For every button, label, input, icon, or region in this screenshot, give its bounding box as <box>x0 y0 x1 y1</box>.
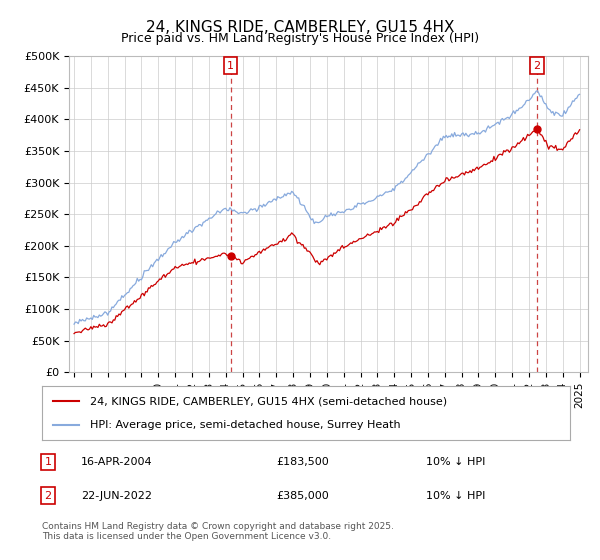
Text: 2: 2 <box>533 60 541 71</box>
Text: 16-APR-2004: 16-APR-2004 <box>81 457 152 467</box>
Text: 10% ↓ HPI: 10% ↓ HPI <box>426 491 485 501</box>
Text: 22-JUN-2022: 22-JUN-2022 <box>81 491 152 501</box>
Text: Price paid vs. HM Land Registry's House Price Index (HPI): Price paid vs. HM Land Registry's House … <box>121 32 479 45</box>
Text: £183,500: £183,500 <box>276 457 329 467</box>
Text: 24, KINGS RIDE, CAMBERLEY, GU15 4HX (semi-detached house): 24, KINGS RIDE, CAMBERLEY, GU15 4HX (sem… <box>89 396 446 407</box>
Text: 1: 1 <box>44 457 52 467</box>
Text: 2: 2 <box>44 491 52 501</box>
Text: HPI: Average price, semi-detached house, Surrey Heath: HPI: Average price, semi-detached house,… <box>89 419 400 430</box>
Text: Contains HM Land Registry data © Crown copyright and database right 2025.
This d: Contains HM Land Registry data © Crown c… <box>42 522 394 542</box>
Text: £385,000: £385,000 <box>276 491 329 501</box>
Text: 24, KINGS RIDE, CAMBERLEY, GU15 4HX: 24, KINGS RIDE, CAMBERLEY, GU15 4HX <box>146 20 454 35</box>
Text: 10% ↓ HPI: 10% ↓ HPI <box>426 457 485 467</box>
Text: 1: 1 <box>227 60 234 71</box>
